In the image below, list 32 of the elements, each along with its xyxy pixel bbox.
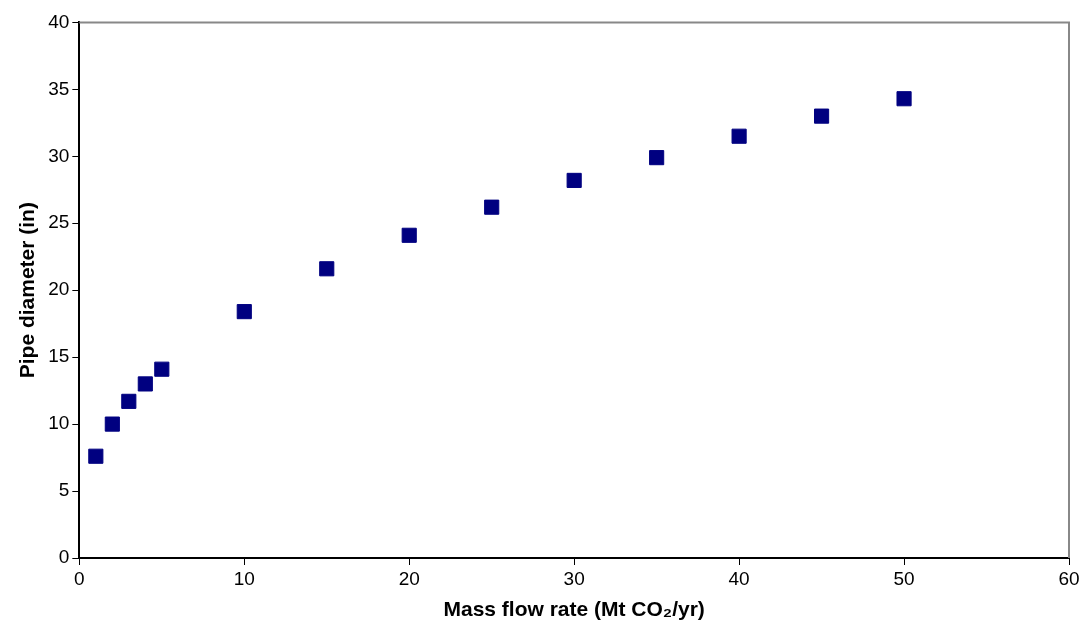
- point: [566, 172, 582, 188]
- point: [104, 416, 120, 432]
- y-tick-label: 5: [58, 479, 70, 501]
- x-tick-label: 60: [1058, 567, 1080, 589]
- point: [401, 227, 417, 243]
- x-axis-title: Mass flow rate (Mt CO₂/yr): [443, 597, 705, 621]
- x-tick-label: 0: [74, 567, 85, 589]
- point: [649, 150, 665, 166]
- x-tick-label: 30: [563, 567, 585, 589]
- y-tick-label: 25: [48, 211, 70, 233]
- y-tick-label: 0: [58, 546, 70, 568]
- point: [319, 261, 335, 277]
- y-tick-label: 20: [48, 278, 70, 300]
- point: [236, 304, 252, 320]
- point: [121, 393, 137, 409]
- y-tick-label: 40: [48, 10, 70, 32]
- point: [137, 376, 153, 392]
- y-tick-label: 30: [48, 144, 70, 166]
- y-tick-label: 35: [48, 77, 70, 99]
- point: [88, 448, 104, 464]
- point: [484, 199, 500, 215]
- x-tick-label: 20: [398, 567, 420, 589]
- point: [896, 91, 912, 107]
- y-tick-label: 15: [48, 345, 70, 367]
- x-tick-label: 10: [233, 567, 255, 589]
- x-tick-label: 40: [728, 567, 750, 589]
- y-tick-label: 10: [48, 412, 70, 434]
- y-axis-title: Pipe diameter (in): [15, 202, 39, 379]
- point: [154, 361, 170, 377]
- point: [731, 128, 747, 144]
- point: [814, 108, 830, 124]
- x-tick-label: 50: [893, 567, 915, 589]
